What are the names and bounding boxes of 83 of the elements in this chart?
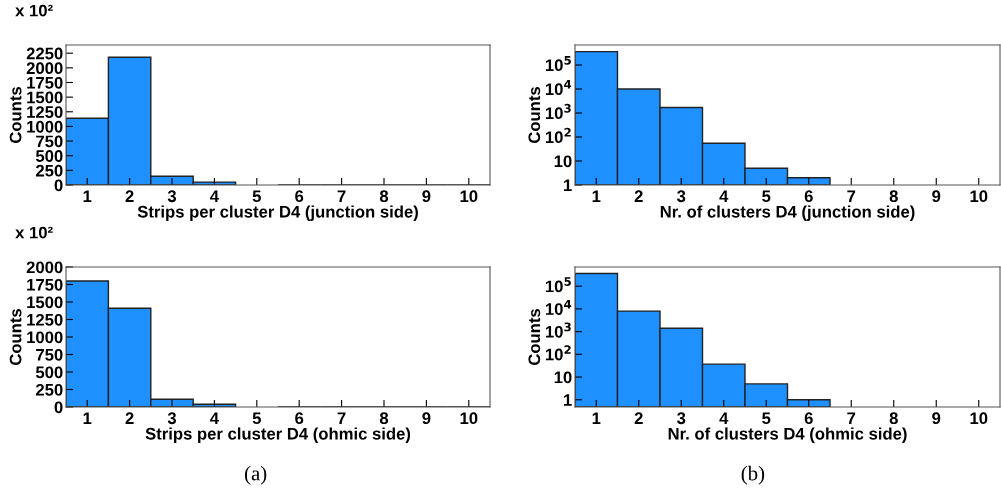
- x-tick-label: 6: [295, 412, 304, 425]
- x-tick-label: 8: [379, 190, 389, 203]
- x-tick-label: 10: [970, 412, 988, 425]
- y-tick-label: 1750: [27, 76, 63, 89]
- x-tick-label: 5: [762, 190, 771, 203]
- x-tick-label: 2: [125, 190, 134, 202]
- x-tick-label: 5: [252, 412, 261, 425]
- x-tick-label: 3: [677, 190, 686, 203]
- y-tick-label: 750: [36, 348, 63, 361]
- y-tick-label: 0: [54, 179, 63, 192]
- x-tick-label: 7: [847, 190, 856, 202]
- x-tick-label: 5: [762, 412, 771, 425]
- y-tick-label: 10: [554, 371, 572, 384]
- x-tick-label: 10: [460, 190, 478, 203]
- x-tick-label: 6: [804, 412, 813, 425]
- y-tick-label: 10$^{3}$: [545, 103, 571, 120]
- x-tick-label: 7: [847, 412, 856, 424]
- x-tick-label: 4: [210, 412, 219, 424]
- y-tick-label: 10$^{2}$: [545, 127, 571, 144]
- y-tick-label: 10$^{3}$: [545, 322, 571, 338]
- y-tick-label: 1: [564, 179, 572, 192]
- x-tick-label: 9: [422, 412, 431, 425]
- x-tick-label: 9: [932, 190, 941, 203]
- y-tick-label: 750: [36, 135, 63, 148]
- y-tick-label: 2000: [26, 261, 63, 274]
- y-tick-label: 2000: [26, 62, 63, 75]
- x-axis-title: Strips per cluster D4 (ohmic side): [145, 427, 411, 443]
- x-tick-label: 2: [634, 412, 643, 424]
- x-tick-label: 10: [460, 412, 478, 425]
- y-axis-title: Counts: [9, 86, 22, 144]
- y-tick-label: 1250: [27, 106, 63, 118]
- x-tick-label: 1: [83, 412, 92, 424]
- y-tick-label: 1000: [27, 120, 63, 133]
- x-tick-label: 3: [167, 190, 177, 203]
- x-tick-label: 8: [379, 412, 389, 425]
- y-tick-label: 0: [54, 401, 63, 414]
- x-axis-title: Nr. of clusters D4 (junction side): [660, 205, 915, 221]
- x-tick-label: 1: [592, 412, 601, 424]
- x-tick-label: 5: [252, 190, 261, 203]
- y-tick-label: 250: [36, 383, 63, 396]
- x-tick-label: 6: [295, 190, 304, 203]
- x-tick-label: 8: [889, 190, 898, 203]
- text: x 10²: [15, 226, 53, 239]
- y-axis-title: Counts: [528, 308, 541, 366]
- y-tick-label: 250: [36, 164, 63, 177]
- x-tick-label: 4: [719, 412, 729, 424]
- x-tick-label: 7: [337, 412, 346, 424]
- y-tick-label: 10$^{5}$: [545, 56, 571, 72]
- x-axis-title: Strips per cluster D4 (junction side): [137, 205, 418, 221]
- y-tick-label: 500: [35, 150, 63, 162]
- x-tick-label: 1: [592, 190, 601, 202]
- x-tick-label: 7: [337, 190, 346, 202]
- x-tick-label: 10: [970, 190, 988, 203]
- y-tick-label: 1500: [27, 296, 63, 309]
- x-tick-label: 9: [422, 190, 431, 203]
- y-tick-label: 1500: [27, 91, 63, 104]
- y-tick-label: 10$^{2}$: [545, 345, 571, 361]
- y-axis-title: Counts: [528, 86, 541, 144]
- x-tick-label: 8: [889, 412, 898, 425]
- x-tick-label: 4: [719, 190, 729, 202]
- y-tick-label: 2250: [26, 47, 63, 60]
- x-tick-label: 3: [677, 412, 686, 425]
- y-tick-label: 10$^{4}$: [545, 299, 572, 315]
- y-tick-label: 500: [35, 366, 63, 379]
- x-tick-label: 1: [83, 190, 92, 202]
- text: x 10²: [15, 4, 53, 17]
- x-tick-label: 9: [932, 412, 941, 425]
- x-tick-label: 4: [210, 190, 219, 202]
- y-tick-label: 10$^{5}$: [545, 277, 571, 293]
- y-axis-title: Counts: [9, 308, 22, 366]
- x-axis-title: Nr. of clusters D4 (ohmic side): [668, 427, 907, 443]
- y-tick-label: 10$^{4}$: [545, 80, 572, 96]
- text: (a): [244, 465, 267, 485]
- x-tick-label: 6: [804, 190, 813, 203]
- y-tick-label: 1: [564, 394, 572, 406]
- y-tick-label: 10: [554, 155, 572, 168]
- y-tick-label: 1750: [27, 278, 63, 291]
- x-tick-label: 3: [167, 412, 177, 425]
- y-tick-label: 1000: [27, 331, 63, 344]
- x-tick-label: 2: [125, 412, 134, 424]
- x-tick-label: 2: [634, 190, 643, 202]
- y-tick-label: 1250: [27, 313, 63, 326]
- text: (b): [741, 465, 765, 485]
